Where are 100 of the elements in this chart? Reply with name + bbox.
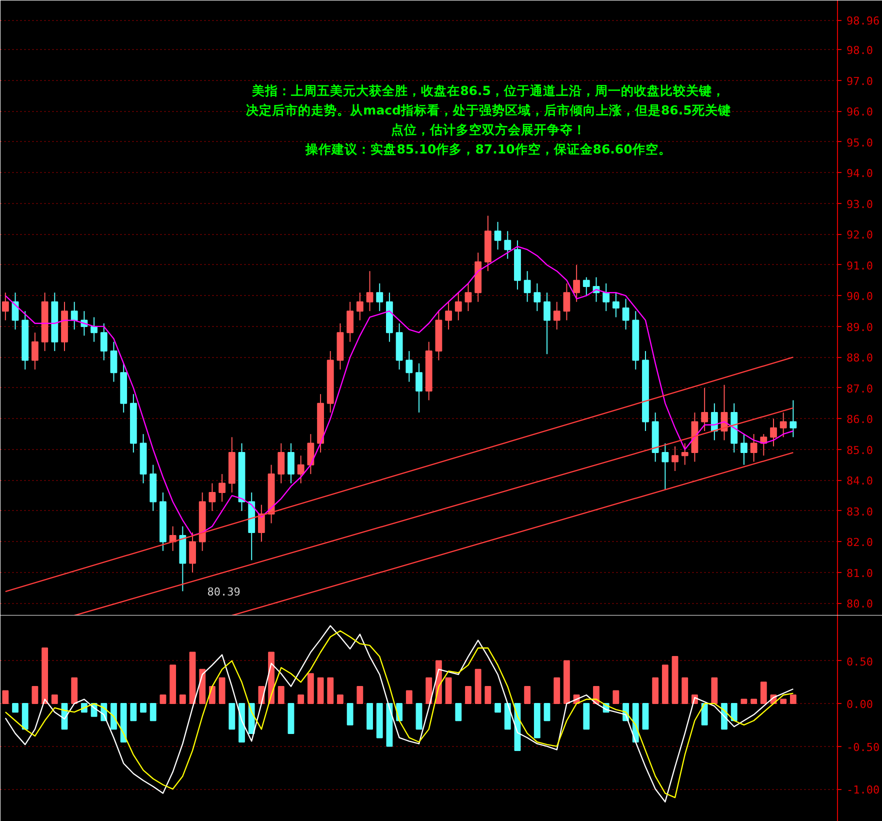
y-tick-label: 87.0 <box>846 382 873 396</box>
candlestick <box>2 292 9 321</box>
bar <box>110 703 117 730</box>
candlestick <box>612 292 620 318</box>
bar <box>701 703 708 726</box>
bar <box>504 703 511 730</box>
bar <box>218 677 226 704</box>
y-tick-label: 0.50 <box>846 655 873 668</box>
y-tick-label: 96.0 <box>846 106 873 119</box>
candlestick <box>582 276 590 296</box>
bar <box>760 682 767 704</box>
bar <box>426 677 432 704</box>
bar <box>554 677 560 704</box>
bar <box>22 703 28 730</box>
bar <box>288 703 294 734</box>
bar <box>2 690 9 704</box>
y-tick-label: 88.0 <box>846 352 873 365</box>
y-tick-label: 89.0 <box>846 320 873 334</box>
candlestick <box>297 455 304 484</box>
candlestick <box>90 316 98 342</box>
bar <box>346 703 354 726</box>
candlestick <box>445 301 452 330</box>
y-tick-label: 85.0 <box>846 444 873 457</box>
candlestick <box>740 434 748 466</box>
candlestick <box>454 292 462 321</box>
bar <box>140 703 146 713</box>
bar <box>12 703 18 713</box>
candlestick <box>406 350 413 382</box>
bar <box>376 703 383 738</box>
candlestick <box>524 270 531 302</box>
candlestick <box>208 482 216 512</box>
bar <box>544 703 550 722</box>
bar <box>406 690 412 704</box>
candlestick <box>602 282 610 312</box>
bar <box>711 677 718 704</box>
candlestick <box>790 400 797 438</box>
annotation: 操作建议：实盘85.10作多，87.10作空，保证金86.60作空。 <box>304 142 672 156</box>
candlestick <box>100 322 108 361</box>
y-tick-label: 82.0 <box>846 536 873 550</box>
bar <box>465 686 472 704</box>
bar <box>307 673 314 704</box>
candlestick <box>307 434 314 475</box>
bar <box>740 698 748 704</box>
candlestick <box>32 332 38 370</box>
bar <box>150 703 156 722</box>
bar <box>32 686 38 704</box>
bar <box>327 677 334 704</box>
candlestick <box>218 474 226 502</box>
bar <box>484 686 492 704</box>
bar <box>750 698 758 704</box>
bar <box>71 677 78 704</box>
candlestick <box>544 292 550 355</box>
candlestick <box>416 362 422 414</box>
bar <box>228 703 236 730</box>
candlestick <box>366 270 374 312</box>
y-tick-label: 84.0 <box>846 474 873 488</box>
y-tick-label: 92.0 <box>846 228 873 242</box>
y-tick-label: 86.0 <box>846 413 873 426</box>
candlestick <box>573 264 580 302</box>
y-tick-label: 0.00 <box>846 698 873 712</box>
candlestick <box>258 504 265 542</box>
y-tick-label: -0.50 <box>846 740 880 754</box>
bar <box>474 668 482 704</box>
bar <box>564 660 570 704</box>
bar <box>130 703 137 722</box>
y-tick-label: -1.00 <box>846 784 880 797</box>
candlestick <box>750 434 758 462</box>
candlestick <box>356 292 364 321</box>
bar <box>682 677 688 704</box>
candlestick <box>494 221 502 250</box>
bar <box>160 694 166 704</box>
bar <box>356 686 364 704</box>
y-tick-label: 97.0 <box>846 74 873 88</box>
candlestick <box>780 412 787 438</box>
y-tick-label: 94.0 <box>846 167 873 180</box>
bar <box>51 694 58 704</box>
bar <box>179 694 186 704</box>
bar <box>278 686 284 704</box>
bar <box>337 694 344 704</box>
candlestick <box>278 442 285 484</box>
y-tick-label: 93.0 <box>846 198 873 211</box>
candlestick <box>534 282 541 312</box>
y-tick-label: 95.0 <box>846 136 873 150</box>
y-tick-label: 80.0 <box>846 598 873 611</box>
bar <box>42 647 48 704</box>
candlestick <box>376 282 384 312</box>
bar <box>583 703 590 730</box>
bar <box>366 703 373 730</box>
bar <box>662 664 668 704</box>
bar <box>780 698 787 704</box>
bar <box>455 703 462 722</box>
candlestick <box>770 418 777 447</box>
candlestick <box>563 282 570 321</box>
annotation: 决定后市的走势。从macd指标看，处于强势区域，后市倾向上涨，但是86.5死关键 <box>246 102 731 118</box>
annotation: 点位，估计多空双方会展开争夺！ <box>391 122 586 137</box>
bar <box>672 656 678 704</box>
bar <box>642 703 649 730</box>
candlestick <box>701 387 708 432</box>
bar <box>730 703 738 722</box>
bar <box>534 703 540 738</box>
